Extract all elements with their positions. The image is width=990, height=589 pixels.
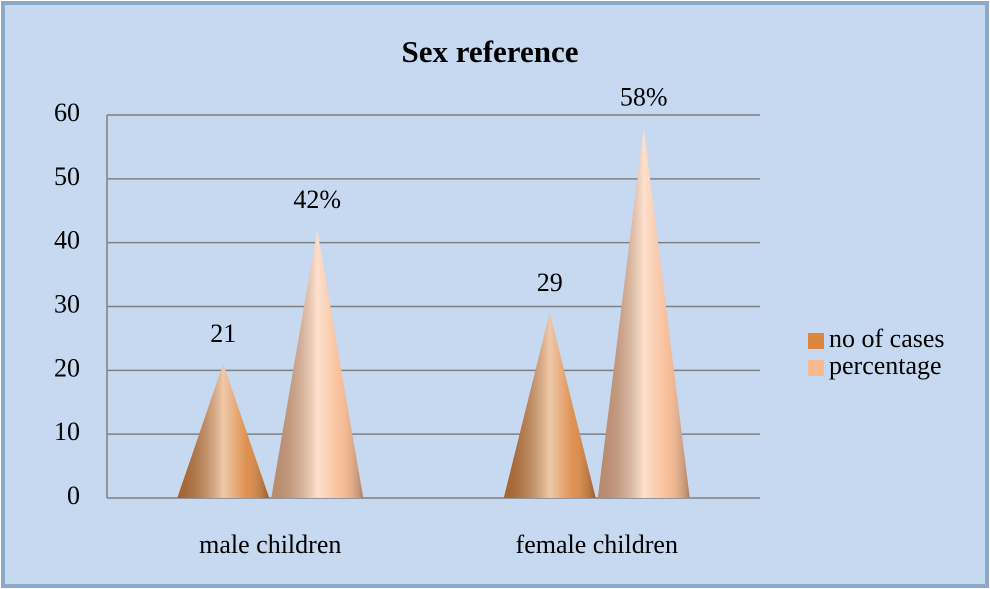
y-tick-label: 0: [67, 481, 80, 510]
y-tick-label: 60: [54, 98, 80, 127]
y-tick-label: 10: [54, 417, 80, 446]
data-label: 21: [210, 319, 236, 348]
chart-title: Sex reference: [401, 34, 578, 69]
legend-label: no of cases: [829, 324, 945, 353]
legend-swatch: [808, 360, 824, 376]
data-label: 29: [537, 268, 563, 297]
cone-shading: [271, 229, 364, 498]
cone-shading: [177, 363, 270, 498]
x-tick-label: male children: [199, 530, 341, 559]
legend-label: percentage: [829, 351, 942, 380]
data-label: 58%: [620, 83, 668, 112]
y-tick-label: 40: [54, 226, 80, 255]
data-label: 42%: [293, 185, 341, 214]
y-tick-label: 20: [54, 353, 80, 382]
legend-swatch: [808, 333, 824, 349]
cone-shading: [597, 127, 690, 499]
cone-shading: [503, 312, 596, 498]
y-tick-label: 50: [54, 162, 80, 191]
x-tick-label: female children: [516, 530, 678, 559]
y-tick-label: 30: [54, 289, 80, 318]
